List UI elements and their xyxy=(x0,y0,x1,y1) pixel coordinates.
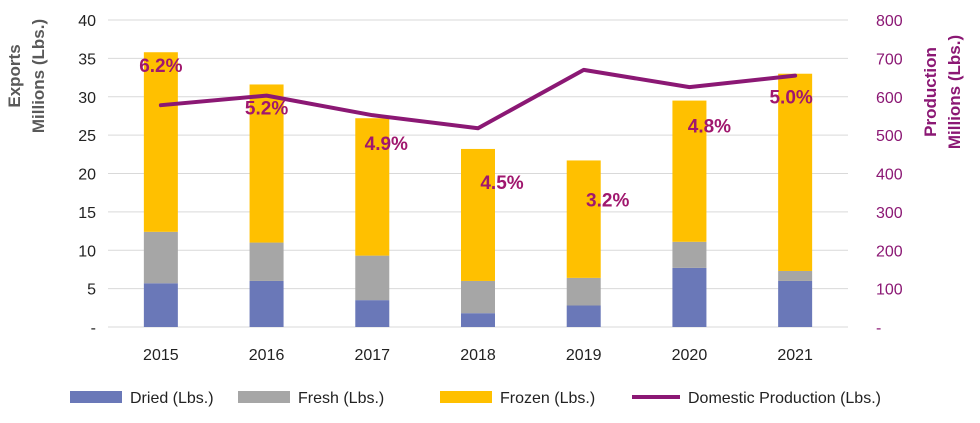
bar-dried-2017 xyxy=(355,300,390,327)
bar-dried-2015 xyxy=(143,283,178,327)
percent-label-2016: 5.2% xyxy=(245,98,288,119)
right-tick-label: 200 xyxy=(876,243,903,260)
legend-label: Frozen (Lbs.) xyxy=(500,390,595,407)
bar-dried-2016 xyxy=(249,280,284,327)
left-tick-label: - xyxy=(91,320,96,337)
right-tick-label: - xyxy=(876,320,881,337)
percent-label-2017: 4.9% xyxy=(365,134,408,155)
legend-swatch xyxy=(238,391,290,403)
legend: Dried (Lbs.) Fresh (Lbs.) Frozen (Lbs.) Dom… xyxy=(70,390,881,407)
right-axis-title-line1: Production xyxy=(921,47,940,137)
percent-annotations: 6.2% 5.2% 4.9% 4.5% 3.2% 4.8% 5.0% xyxy=(139,56,813,211)
right-tick-label: 800 xyxy=(876,13,903,30)
legend-item: Domestic Production (Lbs.) xyxy=(632,390,881,407)
left-tick-label: 30 xyxy=(78,90,96,107)
legend-swatch xyxy=(440,391,492,403)
right-axis-title: Production Millions (Lbs.) xyxy=(921,35,964,149)
bar-frozen-2017 xyxy=(355,118,390,256)
bar-dried-2018 xyxy=(461,313,495,327)
bars xyxy=(143,52,813,327)
x-axis: 2015 2016 2017 2018 2019 2020 2021 xyxy=(143,347,813,364)
bar-frozen-2021 xyxy=(778,73,813,271)
right-tick-label: 700 xyxy=(876,51,903,68)
left-axis-title-line1: Exports xyxy=(5,44,24,107)
left-y-axis: - 5 10 15 20 25 30 35 40 xyxy=(78,13,96,337)
bar-dried-2021 xyxy=(778,280,813,327)
legend-label: Dried (Lbs.) xyxy=(130,390,214,407)
right-y-axis: - 100 200 300 400 500 600 700 800 xyxy=(876,13,903,337)
percent-label-2018: 4.5% xyxy=(480,173,523,194)
legend-item: Dried (Lbs.) xyxy=(70,390,214,407)
bar-fresh-2021 xyxy=(778,270,813,281)
legend-label: Domestic Production (Lbs.) xyxy=(688,390,881,407)
legend-swatch xyxy=(70,391,122,403)
percent-label-2015: 6.2% xyxy=(139,56,182,77)
percent-label-2021: 5.0% xyxy=(769,88,812,109)
x-tick-label: 2015 xyxy=(143,347,179,364)
right-tick-label: 100 xyxy=(876,282,903,299)
bar-fresh-2020 xyxy=(672,241,707,268)
right-tick-label: 500 xyxy=(876,128,903,145)
legend-item: Frozen (Lbs.) xyxy=(440,390,595,407)
bar-frozen-2015 xyxy=(143,52,178,232)
bar-fresh-2019 xyxy=(566,277,601,306)
left-tick-label: 40 xyxy=(78,13,96,30)
right-tick-label: 300 xyxy=(876,205,903,222)
percent-label-2019: 3.2% xyxy=(586,190,629,211)
production-line xyxy=(158,67,798,131)
right-tick-label: 600 xyxy=(876,90,903,107)
x-tick-label: 2021 xyxy=(777,347,813,364)
right-tick-label: 400 xyxy=(876,167,903,184)
bar-frozen-2016 xyxy=(249,84,284,243)
x-tick-label: 2017 xyxy=(354,347,390,364)
x-tick-label: 2020 xyxy=(672,347,708,364)
left-tick-label: 15 xyxy=(78,205,96,222)
left-tick-label: 25 xyxy=(78,128,96,145)
bar-dried-2020 xyxy=(672,267,707,327)
left-axis-title: Exports Millions (Lbs.) xyxy=(5,19,48,133)
bar-fresh-2016 xyxy=(249,242,284,281)
bar-fresh-2018 xyxy=(461,280,495,314)
left-tick-label: 20 xyxy=(78,167,96,184)
left-tick-label: 5 xyxy=(87,282,96,299)
legend-item: Fresh (Lbs.) xyxy=(238,390,384,407)
right-axis-title-line2: Millions (Lbs.) xyxy=(945,35,964,149)
percent-label-2020: 4.8% xyxy=(688,117,731,138)
bar-fresh-2015 xyxy=(143,231,178,284)
x-tick-label: 2016 xyxy=(249,347,285,364)
production-line-path xyxy=(158,67,798,131)
left-tick-label: 35 xyxy=(78,51,96,68)
x-tick-label: 2019 xyxy=(566,347,602,364)
legend-label: Fresh (Lbs.) xyxy=(298,390,384,407)
bar-frozen-2019 xyxy=(566,160,601,278)
left-tick-label: 10 xyxy=(78,243,96,260)
bar-dried-2019 xyxy=(566,305,601,327)
bar-fresh-2017 xyxy=(355,255,390,301)
left-axis-title-line2: Millions (Lbs.) xyxy=(29,19,48,133)
x-tick-label: 2018 xyxy=(460,347,496,364)
bar-frozen-2020 xyxy=(672,100,707,242)
bar-frozen-2018 xyxy=(461,148,495,281)
